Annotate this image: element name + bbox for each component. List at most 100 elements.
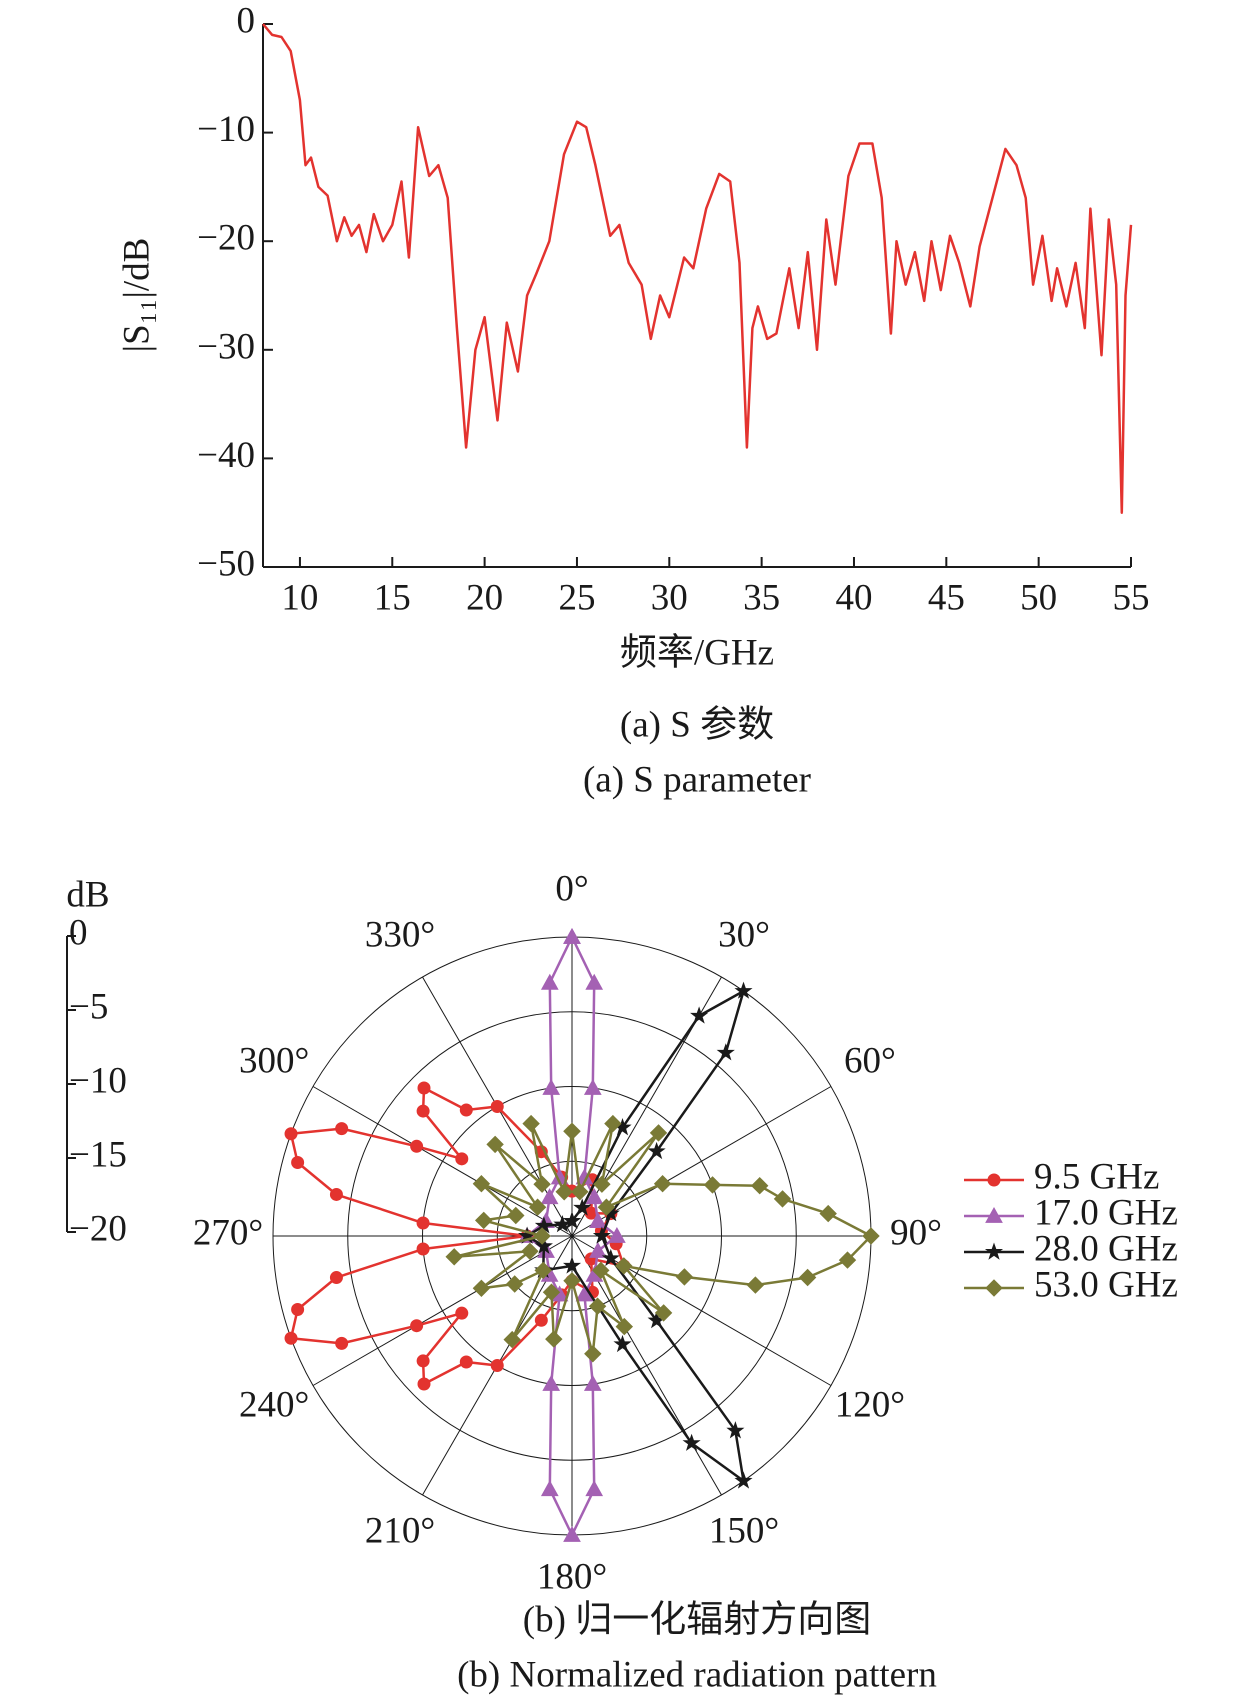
marker: [571, 1183, 589, 1201]
marker: [746, 1276, 765, 1294]
marker: [750, 1176, 769, 1195]
angle-label: 300°: [239, 1040, 309, 1081]
marker: [592, 1226, 611, 1244]
marker: [417, 1377, 431, 1391]
marker: [734, 981, 753, 999]
marker: [410, 1319, 424, 1333]
x-tick-label: 25: [558, 577, 595, 618]
angle-label: 180°: [537, 1556, 607, 1597]
r-axis-label: dB: [66, 874, 109, 915]
marker: [522, 1114, 540, 1133]
legend-marker: [987, 1173, 1001, 1187]
marker: [562, 1211, 582, 1229]
marker: [534, 1236, 553, 1254]
marker: [533, 1227, 551, 1245]
r-tick-label: −5: [69, 986, 108, 1027]
marker: [584, 1345, 602, 1363]
marker: [589, 1241, 607, 1258]
marker: [573, 1198, 592, 1216]
angle-label: 90°: [890, 1212, 942, 1253]
r-tick-label: −20: [69, 1208, 127, 1249]
marker: [682, 1433, 701, 1451]
marker: [615, 1257, 633, 1275]
marker: [690, 1006, 709, 1024]
y-tick-label: −50: [197, 543, 255, 584]
spoke: [312, 1086, 573, 1237]
marker: [583, 1374, 602, 1391]
marker: [608, 1226, 626, 1243]
marker: [534, 1216, 553, 1234]
marker: [284, 1331, 298, 1345]
legend-label: 17.0 GHz: [1034, 1192, 1178, 1233]
marker: [416, 1216, 430, 1230]
marker: [335, 1122, 349, 1136]
marker: [445, 1248, 463, 1266]
marker: [542, 1374, 561, 1391]
angle-label: 0°: [555, 868, 588, 909]
angle-label: 120°: [835, 1384, 905, 1425]
marker: [563, 1272, 581, 1290]
marker: [503, 1330, 521, 1349]
marker: [507, 1206, 525, 1225]
marker: [459, 1355, 473, 1369]
marker: [597, 1198, 616, 1216]
marker: [417, 1081, 431, 1095]
marker: [563, 1122, 581, 1141]
legend-marker: [984, 1242, 1004, 1260]
marker: [534, 1261, 552, 1280]
marker: [716, 1043, 735, 1061]
marker: [589, 1211, 607, 1228]
marker: [540, 973, 559, 990]
marker: [588, 1297, 607, 1315]
marker: [649, 1124, 668, 1142]
marker: [521, 1242, 539, 1261]
marker: [553, 1214, 572, 1233]
marker: [540, 1480, 559, 1497]
marker: [534, 1313, 548, 1327]
caption: (b) Normalized radiation pattern: [457, 1654, 937, 1695]
angle-label: 210°: [365, 1510, 435, 1551]
y-tick-label: −20: [197, 218, 255, 259]
marker: [490, 1100, 504, 1114]
angle-label: 60°: [844, 1040, 896, 1081]
legend-label: 53.0 GHz: [1034, 1264, 1178, 1305]
x-tick-label: 30: [651, 577, 688, 618]
y-tick-label: −10: [197, 109, 255, 150]
marker: [563, 927, 581, 944]
marker: [545, 1330, 563, 1348]
marker: [459, 1103, 473, 1117]
polar-line: [525, 989, 745, 1483]
marker: [726, 1421, 745, 1439]
x-tick-label: 35: [743, 577, 780, 618]
marker: [585, 1188, 604, 1205]
legend-label: 9.5 GHz: [1034, 1156, 1159, 1197]
marker: [472, 1174, 491, 1193]
caption: (b) 归一化辐射方向图: [523, 1598, 871, 1640]
x-tick-label: 50: [1020, 577, 1057, 618]
marker: [291, 1155, 305, 1169]
marker: [773, 1190, 792, 1208]
marker: [505, 1275, 524, 1293]
marker: [542, 1078, 561, 1095]
y-tick-label: −40: [197, 435, 255, 476]
marker: [592, 1261, 610, 1280]
marker: [533, 1175, 551, 1193]
marker: [455, 1152, 469, 1166]
marker: [410, 1139, 424, 1153]
marker: [583, 1078, 602, 1095]
x-axis-label: 频率/GHz: [620, 631, 774, 673]
marker: [703, 1176, 722, 1194]
marker: [601, 1248, 620, 1267]
caption: (a) S parameter: [583, 759, 811, 800]
caption: (a) S 参数: [620, 703, 774, 745]
angle-label: 30°: [718, 915, 770, 956]
marker: [416, 1354, 430, 1368]
marker: [540, 1188, 559, 1205]
spoke: [571, 1235, 832, 1386]
marker: [585, 973, 604, 990]
marker: [593, 1175, 611, 1193]
x-tick-label: 20: [466, 577, 503, 618]
r-tick-label: 0: [69, 912, 88, 953]
y-tick-label: −30: [197, 326, 255, 367]
